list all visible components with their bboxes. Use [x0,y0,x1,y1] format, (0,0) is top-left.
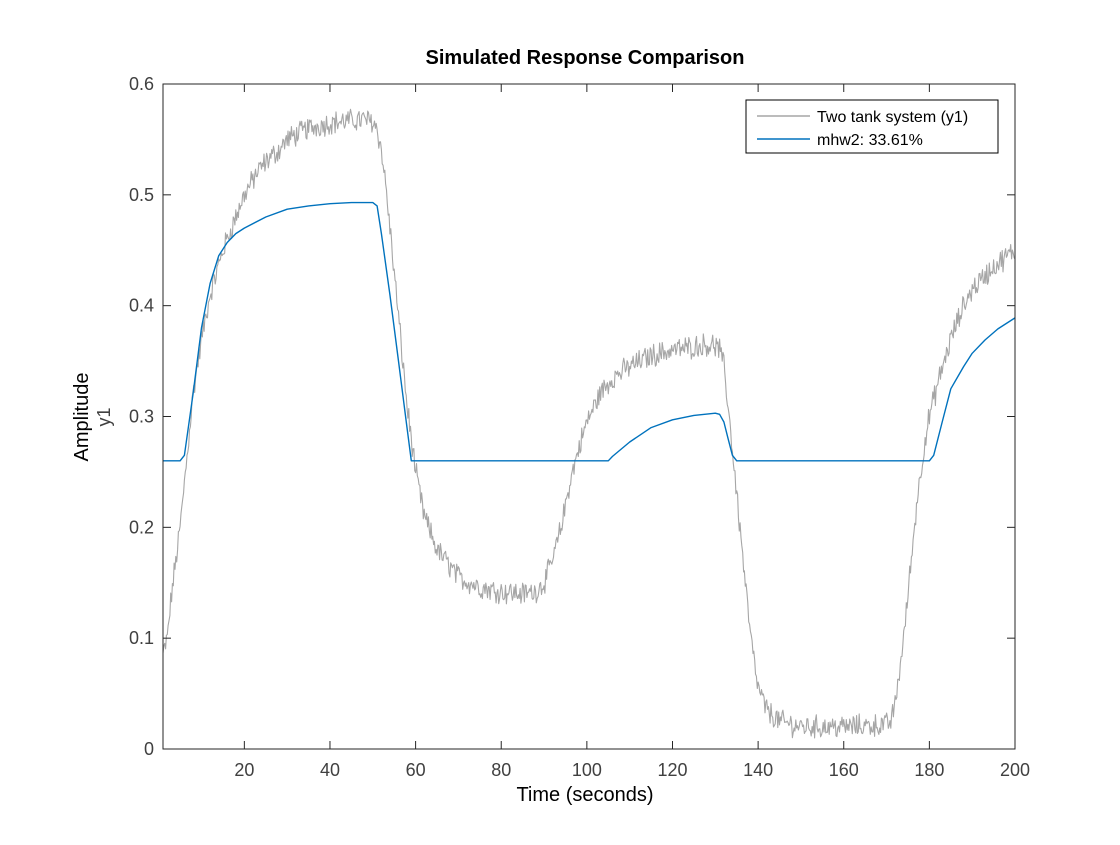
x-tick-label: 120 [657,760,687,780]
legend-label-two-tank: Two tank system (y1) [817,109,968,126]
legend-box [745,99,999,154]
y-tick-label: 0.4 [129,296,154,316]
legend-label-mhw2: mhw2: 33.61% [817,132,923,149]
x-tick-label: 180 [914,760,944,780]
chart-title: Simulated Response Comparison [426,47,745,69]
x-tick-label: 160 [829,760,859,780]
x-axis-label: Time (seconds) [516,784,653,806]
y-axis-label: Amplitude [71,373,93,462]
x-tick-label: 140 [743,760,773,780]
x-tick-label: 100 [572,760,602,780]
x-tick-label: 20 [234,760,254,780]
axes-layer: 20 40 60 80 100 120 140 160 180 200 0 0.1 0.2 0.3 0.4 0… [129,74,1030,780]
series-line-mhw2 [163,201,1016,462]
y-tick-label: 0.5 [129,185,154,205]
y-tick-label: 0.1 [129,628,154,648]
x-tick-label: 80 [491,760,511,780]
y-tick-label: 0.6 [129,74,154,94]
legend[interactable]: Two tank system (y1) mhw2: 33.61% [745,99,999,154]
y-axis-channel-label: y1 [94,407,114,426]
series-line-two-tank-system [162,108,1016,739]
x-tick-label: 40 [320,760,340,780]
y-tick-label: 0.3 [129,407,154,427]
x-tick-label: 200 [1000,760,1030,780]
y-tick-label: 0.2 [129,517,154,537]
series-layer [162,108,1016,739]
y-tick-label: 0 [144,739,154,759]
x-tick-label: 60 [406,760,426,780]
